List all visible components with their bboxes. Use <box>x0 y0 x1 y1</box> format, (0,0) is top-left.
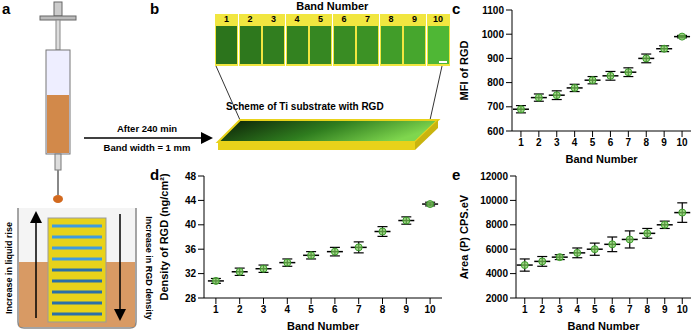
svg-text:9: 9 <box>661 137 667 148</box>
html-text:2: 2 <box>247 14 253 24</box>
svg-text:2: 2 <box>237 304 243 315</box>
svg-text:8: 8 <box>644 304 650 315</box>
svg-text:6: 6 <box>332 304 338 315</box>
svg-text:7: 7 <box>356 304 362 315</box>
svg-text:8000: 8000 <box>486 219 509 230</box>
svg-text:MFI of RGD: MFI of RGD <box>458 41 470 101</box>
svg-text:3: 3 <box>261 304 267 315</box>
svg-text:Band Number: Band Number <box>287 320 360 332</box>
html-text:4: 4 <box>294 14 300 24</box>
svg-text:1100: 1100 <box>482 5 504 16</box>
html-text:e: e <box>452 166 461 183</box>
svg-text:6: 6 <box>608 137 614 148</box>
html-text:6: 6 <box>341 14 347 24</box>
svg-text:1: 1 <box>518 137 524 148</box>
svg-text:9: 9 <box>404 304 410 315</box>
svg-text:4: 4 <box>572 137 578 148</box>
svg-text:Band Number: Band Number <box>567 320 640 332</box>
svg-text:7: 7 <box>626 137 632 148</box>
svg-text:32: 32 <box>185 268 197 279</box>
svg-text:2: 2 <box>539 304 545 315</box>
svg-text:4: 4 <box>285 304 291 315</box>
svg-text:5: 5 <box>590 137 596 148</box>
svg-text:48: 48 <box>185 171 197 182</box>
html-text:10: 10 <box>433 14 443 24</box>
svg-text:1: 1 <box>522 304 528 315</box>
svg-text:Scheme of Ti substrate with RG: Scheme of Ti substrate with RGD <box>226 101 384 112</box>
svg-text:6: 6 <box>609 304 615 315</box>
svg-text:Increase in RGD density: Increase in RGD density <box>144 216 154 320</box>
svg-text:600: 600 <box>487 126 504 137</box>
html-text:5: 5 <box>318 14 323 24</box>
svg-text:After 240 min: After 240 min <box>117 123 177 134</box>
svg-text:6000: 6000 <box>486 244 509 255</box>
svg-text:2000: 2000 <box>486 293 509 304</box>
svg-text:4000: 4000 <box>486 268 509 279</box>
svg-text:700: 700 <box>487 101 504 112</box>
svg-text:Density of RGD (ng/cm²): Density of RGD (ng/cm²) <box>158 173 170 300</box>
html-text:7: 7 <box>365 14 370 24</box>
svg-text:40: 40 <box>185 219 197 230</box>
svg-text:4: 4 <box>574 304 580 315</box>
svg-text:36: 36 <box>185 244 197 255</box>
svg-text:28: 28 <box>185 293 197 304</box>
html-text:1: 1 <box>224 14 229 24</box>
html-text:9: 9 <box>412 14 417 24</box>
svg-text:Increase in liquid rise: Increase in liquid rise <box>4 222 14 314</box>
svg-text:1: 1 <box>213 304 219 315</box>
svg-text:3: 3 <box>554 137 560 148</box>
svg-text:10000: 10000 <box>480 195 508 206</box>
svg-text:2: 2 <box>536 137 542 148</box>
svg-text:900: 900 <box>487 53 504 64</box>
svg-text:7: 7 <box>627 304 633 315</box>
svg-text:10: 10 <box>676 137 688 148</box>
svg-text:8: 8 <box>380 304 386 315</box>
html-text:c: c <box>452 0 461 17</box>
svg-text:1000: 1000 <box>482 29 505 40</box>
svg-text:44: 44 <box>185 195 197 206</box>
html-text:a: a <box>2 0 11 17</box>
svg-text:Band Number: Band Number <box>565 153 638 165</box>
svg-text:Area (P) CPS.eV: Area (P) CPS.eV <box>458 194 470 279</box>
html-text:8: 8 <box>388 14 394 24</box>
svg-text:10: 10 <box>425 304 437 315</box>
html-text:3: 3 <box>271 14 276 24</box>
html-text:Band Number: Band Number <box>296 0 369 12</box>
svg-text:10: 10 <box>677 304 689 315</box>
svg-text:800: 800 <box>487 77 504 88</box>
svg-text:9: 9 <box>662 304 668 315</box>
svg-text:5: 5 <box>592 304 598 315</box>
svg-text:12000: 12000 <box>480 171 508 182</box>
svg-text:3: 3 <box>557 304 563 315</box>
html-text:d: d <box>150 166 160 183</box>
svg-text:5: 5 <box>308 304 314 315</box>
svg-text:8: 8 <box>643 137 649 148</box>
svg-text:Band width = 1 mm: Band width = 1 mm <box>104 142 191 153</box>
html-text:b: b <box>150 0 160 17</box>
